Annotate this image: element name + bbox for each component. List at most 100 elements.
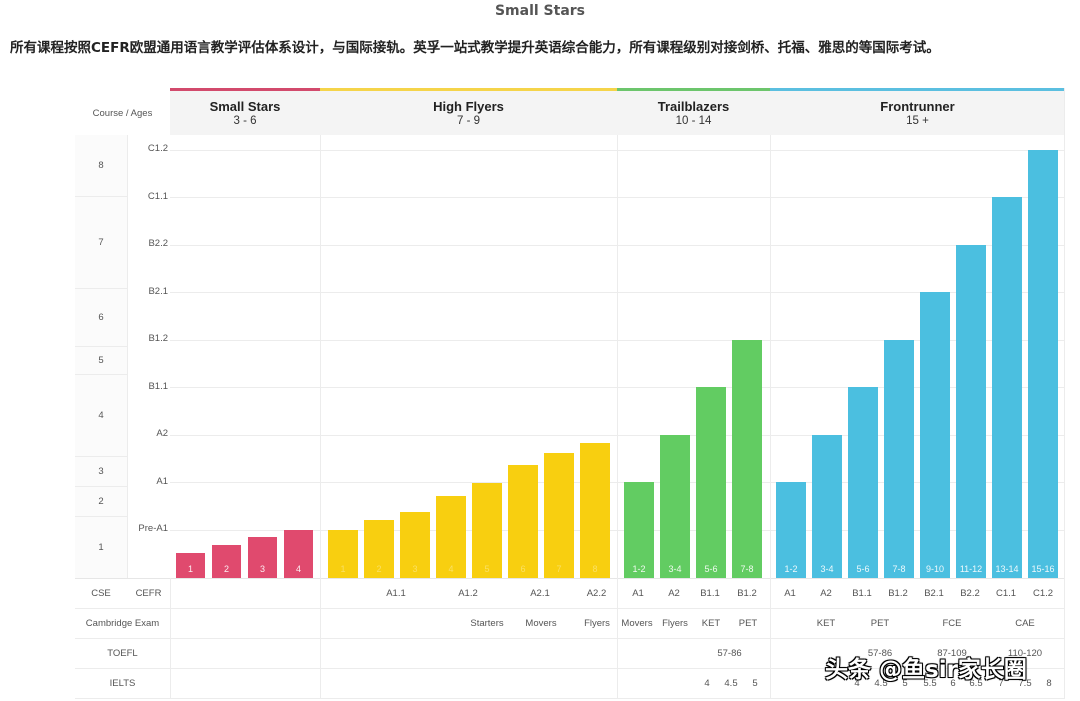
- bar-small-stars-1: 1: [176, 553, 205, 578]
- cefr-fr-a1: A1: [784, 587, 796, 599]
- bar-frontrunner-3-4: 3-4: [812, 435, 842, 578]
- bar-small-stars-3: 3: [248, 537, 277, 578]
- header-frontrunner: Frontrunner 15 +: [770, 88, 1065, 135]
- bar-high-flyers-4: 4: [436, 496, 466, 578]
- bar-frontrunner-1-2: 1-2: [776, 482, 806, 578]
- plot-area: 1 2 3 4 1 2 3 4 5 6 7 8 1-2 3-4 5-6 7-8 …: [170, 135, 1065, 578]
- cefr-fr-a2: A2: [820, 587, 832, 599]
- bar-small-stars-2: 2: [212, 545, 241, 578]
- cam-starters: Starters: [470, 617, 504, 629]
- bar-high-flyers-7: 7: [544, 453, 574, 578]
- cse-5: 5: [98, 354, 104, 366]
- ielts-fr-4: 5.5: [923, 677, 937, 689]
- cefr-tick-b22: B2.2: [148, 237, 168, 249]
- cefr-fr-b21: B2.1: [924, 587, 944, 599]
- row-label-toefl: TOEFL: [107, 647, 138, 659]
- cam-movers: Movers: [525, 617, 557, 629]
- cefr-hf-a11: A1.1: [386, 587, 406, 599]
- ielts-fr-7: 7: [998, 677, 1004, 689]
- course-name: Frontrunner: [880, 99, 955, 114]
- bar-high-flyers-8: 8: [580, 443, 610, 578]
- bar-trailblazers-5-6: 5-6: [696, 387, 726, 578]
- corner-label: Course / Ages: [75, 91, 170, 135]
- bar-high-flyers-5: 5: [472, 483, 502, 578]
- ielts-fr-2: 4.5: [874, 677, 888, 689]
- bar-trailblazers-1-2: 1-2: [624, 482, 654, 578]
- ielts-fr-8: 7.5: [1018, 677, 1032, 689]
- cam-fr-ket: KET: [816, 617, 836, 629]
- bar-frontrunner-11-12: 11-12: [956, 245, 986, 578]
- cse-4: 4: [98, 409, 104, 421]
- cam-flyers: Flyers: [584, 617, 610, 629]
- bar-trailblazers-3-4: 3-4: [660, 435, 690, 578]
- bar-high-flyers-1: 1: [328, 530, 358, 578]
- cefr-fr-b11: B1.1: [852, 587, 872, 599]
- bar-frontrunner-7-8: 7-8: [884, 340, 914, 578]
- course-ages: 10 - 14: [675, 115, 712, 127]
- toefl-fr-2: 87-109: [937, 647, 967, 659]
- cefr-fr-c11: C1.1: [995, 587, 1017, 599]
- row-label-cse: CSE: [91, 587, 111, 599]
- cefr-tick-c11: C1.1: [147, 190, 168, 202]
- cse-column: [75, 135, 127, 578]
- bar-high-flyers-3: 3: [400, 512, 430, 578]
- course-ages: 7 - 9: [456, 115, 480, 127]
- cefr-fr-b22: B2.2: [960, 587, 980, 599]
- cefr-tick-b12: B1.2: [148, 332, 168, 344]
- bar-small-stars-4: 4: [284, 530, 313, 578]
- row-label-ielts: IELTS: [109, 677, 136, 689]
- course-name: High Flyers: [433, 99, 504, 114]
- cefr-fr-c12: C1.2: [1032, 587, 1054, 599]
- cam-fr-cae: CAE: [1015, 617, 1035, 629]
- cefr-tick-b21: B2.1: [148, 285, 168, 297]
- ielts-fr-5: 6: [950, 677, 956, 689]
- cefr-fr-b12: B1.2: [888, 587, 908, 599]
- ielts-tb-1: 4: [704, 677, 710, 689]
- ielts-tb-2: 4.5: [724, 677, 738, 689]
- course-ages: 3 - 6: [233, 115, 257, 127]
- course-chart: Course / Ages Small Stars 3 - 6 High Fly…: [75, 88, 1065, 700]
- cefr-tick-a1: A1: [156, 475, 168, 487]
- cse-6: 6: [98, 311, 104, 323]
- row-label-cefr: CEFR: [135, 587, 162, 599]
- cam-tb-pet: PET: [738, 617, 758, 629]
- course-name: Small Stars: [209, 99, 281, 114]
- toefl-fr-3: 110-120: [1007, 647, 1043, 659]
- cefr-tb-a1: A1: [632, 587, 644, 599]
- bar-frontrunner-9-10: 9-10: [920, 292, 950, 578]
- cse-7: 7: [98, 236, 104, 248]
- cefr-axis-column: [127, 135, 170, 578]
- bar-frontrunner-13-14: 13-14: [992, 197, 1022, 578]
- bar-trailblazers-7-8: 7-8: [732, 340, 762, 578]
- cefr-tb-a2: A2: [668, 587, 680, 599]
- cefr-hf-a21: A2.1: [530, 587, 550, 599]
- header-trailblazers: Trailblazers 10 - 14: [617, 88, 770, 135]
- toefl-tb: 57-86: [717, 647, 742, 659]
- page-title: Small Stars: [494, 3, 586, 19]
- bar-high-flyers-2: 2: [364, 520, 394, 578]
- ielts-fr-3: 5: [902, 677, 908, 689]
- cefr-tb-b12: B1.2: [737, 587, 757, 599]
- cse-3: 3: [98, 465, 104, 477]
- ielts-fr-9: 8: [1046, 677, 1052, 689]
- cefr-tb-b11: B1.1: [700, 587, 720, 599]
- toefl-fr-1: 57-86: [867, 647, 893, 659]
- ielts-fr-1: 4: [854, 677, 860, 689]
- bar-frontrunner-15-16: 15-16: [1028, 150, 1058, 578]
- cefr-hf-a22: A2.2: [586, 587, 607, 599]
- course-name: Trailblazers: [657, 99, 730, 114]
- cse-1: 1: [98, 541, 104, 553]
- cefr-tick-a2: A2: [156, 427, 168, 439]
- row-label-cambridge: Cambridge Exam: [85, 617, 160, 629]
- cam-tb-ket: KET: [701, 617, 721, 629]
- cam-fr-fce: FCE: [942, 617, 962, 629]
- subtitle: 所有课程按照CEFR欧盟通用语言教学评估体系设计，与国际接轨。英孚一站式教学提升…: [10, 40, 940, 56]
- cefr-tick-pre-a1: Pre-A1: [138, 522, 168, 534]
- ielts-fr-6: 6.5: [969, 677, 983, 689]
- cam-fr-pet: PET: [870, 617, 890, 629]
- cam-tb-flyers: Flyers: [662, 617, 688, 629]
- cefr-tick-b11: B1.1: [148, 380, 168, 392]
- bar-high-flyers-6: 6: [508, 465, 538, 578]
- cefr-tick-c12: C1.2: [147, 142, 168, 154]
- bar-frontrunner-5-6: 5-6: [848, 387, 878, 578]
